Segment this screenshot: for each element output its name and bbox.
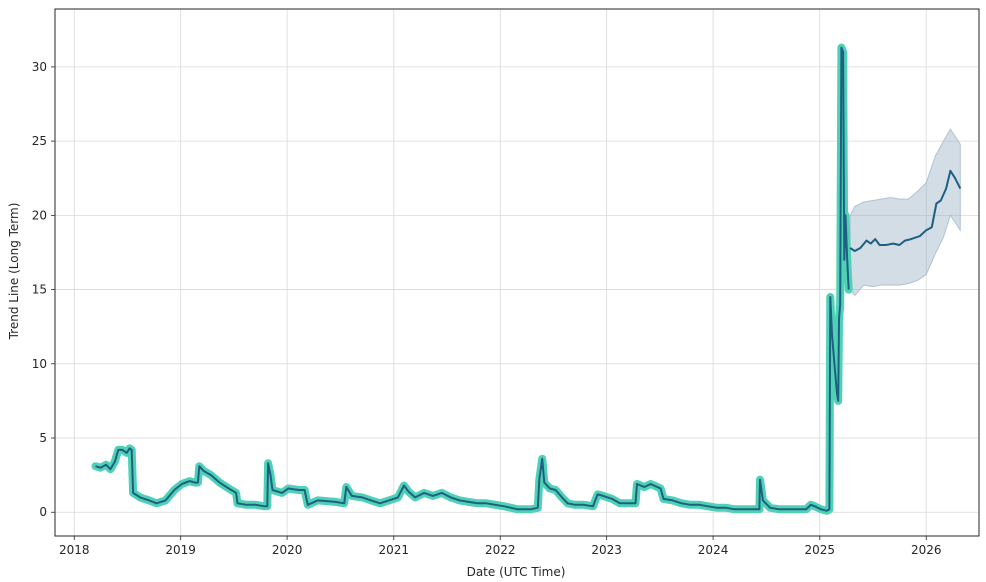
x-tick-label: 2020	[272, 543, 303, 557]
forecast-band-layer	[849, 128, 961, 297]
history-trend-line	[95, 46, 850, 512]
x-tick-label: 2018	[59, 543, 90, 557]
y-tick-label: 15	[32, 283, 47, 297]
x-tick-label: 2026	[911, 543, 942, 557]
y-tick-label: 0	[39, 505, 47, 519]
y-tick-label: 5	[39, 431, 47, 445]
x-tick-label: 2024	[698, 543, 729, 557]
x-tick-label: 2019	[165, 543, 196, 557]
y-tick-label: 10	[32, 357, 47, 371]
plot-frame	[54, 8, 980, 537]
y-axis-title: Trend Line (Long Term)	[7, 203, 21, 341]
y-tick-label: 20	[32, 208, 47, 222]
y-tick-label: 25	[32, 134, 47, 148]
forecast-confidence-band	[849, 128, 961, 297]
x-tick-label: 2022	[485, 543, 516, 557]
series-layer	[91, 43, 962, 515]
axes-layer: 2018 2019 2020 2021 2022 2023 2024 2025 20260510…	[32, 8, 980, 557]
y-tick-label: 30	[32, 60, 47, 74]
x-tick-label: 2021	[379, 543, 410, 557]
x-tick-label: 2023	[591, 543, 622, 557]
x-axis-title: Date (UTC Time)	[467, 565, 566, 579]
forecast-trend-line	[849, 169, 962, 252]
x-tick-label: 2025	[805, 543, 836, 557]
